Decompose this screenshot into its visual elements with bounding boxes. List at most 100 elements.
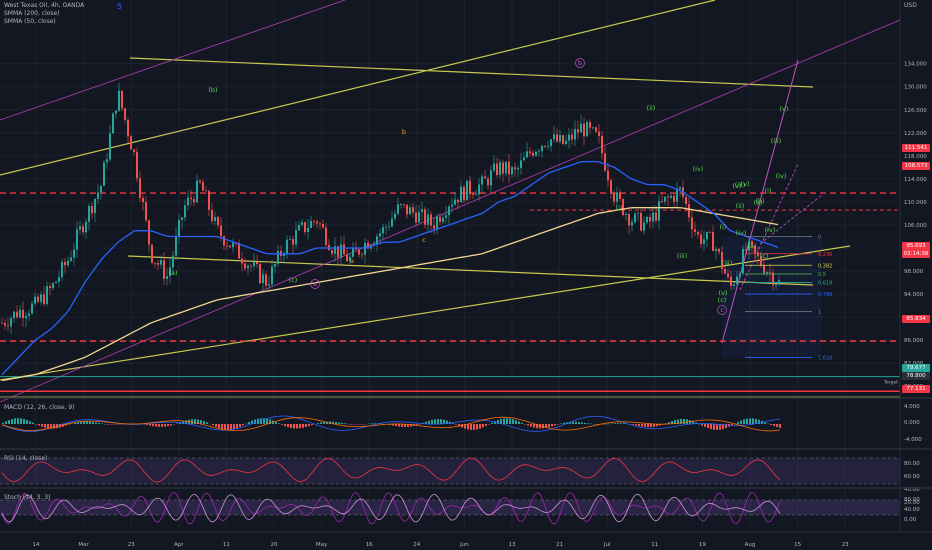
candle-body bbox=[763, 265, 765, 274]
candle-body bbox=[232, 242, 234, 248]
candle-body bbox=[478, 184, 480, 195]
wave-label: (v) bbox=[719, 289, 728, 297]
fib-level-label: 0.5 bbox=[818, 272, 826, 278]
macd-histogram-bar bbox=[680, 419, 682, 424]
smma200-legend[interactable]: SMMA (200, close) bbox=[4, 10, 60, 17]
smma50-legend[interactable]: SMMA (50, close) bbox=[4, 18, 56, 25]
candle-body bbox=[319, 223, 321, 225]
time-tick: Apr bbox=[174, 542, 184, 548]
macd-histogram-bar bbox=[416, 424, 418, 425]
macd-histogram-bar bbox=[371, 423, 373, 424]
macd-histogram-bar bbox=[221, 424, 223, 429]
candle-body bbox=[16, 311, 18, 318]
candle-body bbox=[448, 206, 450, 216]
candle-body bbox=[445, 215, 447, 218]
candle-body bbox=[502, 162, 504, 174]
macd-histogram-bar bbox=[653, 424, 655, 427]
candle-body bbox=[175, 236, 177, 256]
candle-body bbox=[391, 218, 393, 227]
candle-body bbox=[358, 249, 360, 255]
wave-label: (v) bbox=[733, 182, 742, 190]
fib-level-label: 1.618 bbox=[818, 355, 832, 361]
rsi-line bbox=[1, 457, 781, 483]
candle-body bbox=[106, 159, 108, 163]
candle-body bbox=[427, 214, 429, 225]
macd-histogram-bar bbox=[611, 423, 613, 424]
candle-body bbox=[124, 108, 126, 120]
macd-histogram-bar bbox=[752, 418, 754, 424]
macd-histogram-bar bbox=[476, 424, 478, 430]
macd-histogram-bar bbox=[344, 423, 346, 424]
candle-body bbox=[655, 212, 657, 221]
wave-label: (iv) bbox=[765, 226, 776, 234]
candle-body bbox=[73, 249, 75, 258]
price-tick: 106.000 bbox=[904, 223, 927, 229]
candle-body bbox=[145, 202, 147, 221]
candle-body bbox=[664, 196, 666, 202]
macd-histogram-bar bbox=[224, 424, 226, 430]
smma50-line bbox=[1, 160, 779, 376]
time-tick: 15 bbox=[794, 542, 801, 548]
candle-body bbox=[649, 217, 651, 222]
macd-histogram-bar bbox=[581, 422, 583, 424]
macd-histogram-bar bbox=[524, 424, 526, 425]
macd-title[interactable]: MACD (12, 26, close, 9) bbox=[4, 404, 75, 411]
triangle-lower-line bbox=[127, 255, 814, 286]
stoch-title[interactable]: Stoch (14, 3, 3) bbox=[4, 494, 51, 501]
candle-body bbox=[568, 134, 570, 141]
macd-histogram-bar bbox=[650, 424, 652, 428]
rsi-title[interactable]: RSI (14, close) bbox=[4, 455, 48, 462]
macd-histogram-bar bbox=[116, 424, 118, 425]
fib-retracement[interactable]: 0 0.236 0.382 0.5 0.618 0.786 1 1.618 bbox=[745, 234, 832, 361]
macd-histogram-bar bbox=[410, 424, 412, 427]
candle-body bbox=[730, 276, 732, 286]
symbol-title[interactable]: West Texas Oil, 4h, OANDA bbox=[4, 2, 85, 9]
macd-histogram-bar bbox=[398, 424, 400, 427]
candle-body bbox=[193, 199, 195, 203]
candle-body bbox=[580, 123, 582, 133]
candle-body bbox=[265, 274, 267, 286]
macd-histogram-bar bbox=[587, 423, 589, 424]
candle-body bbox=[727, 273, 729, 277]
macd-histogram-bar bbox=[710, 424, 712, 430]
wave-label: (i) bbox=[720, 223, 727, 231]
macd-histogram-bar bbox=[425, 421, 427, 424]
candle-body bbox=[679, 187, 681, 190]
candle-body bbox=[271, 266, 273, 285]
candle-body bbox=[700, 234, 702, 244]
candle-body bbox=[247, 265, 249, 269]
candle-body bbox=[703, 239, 705, 244]
macd-histogram-bar bbox=[218, 424, 220, 428]
candle-body bbox=[661, 201, 663, 202]
pane-tick: 80.00 bbox=[904, 497, 920, 503]
target-price-tag: 78.800 bbox=[902, 372, 930, 380]
wave-label-circle bbox=[310, 279, 320, 289]
macd-histogram-bar bbox=[407, 424, 409, 427]
macd-histogram-bar bbox=[452, 423, 454, 424]
macd-histogram-bar bbox=[50, 424, 52, 429]
trend-lines bbox=[0, 0, 901, 403]
candle-body bbox=[268, 284, 270, 286]
candle-body bbox=[184, 205, 186, 218]
candle-body bbox=[724, 268, 726, 274]
candle-series[interactable] bbox=[1, 82, 780, 334]
candle-body bbox=[439, 216, 441, 222]
candle-body bbox=[406, 204, 408, 215]
horizontal-levels: Target bbox=[0, 192, 900, 392]
current-price-tag: 95.693 bbox=[902, 242, 930, 250]
macd-histogram-bar bbox=[704, 424, 706, 427]
wave-label: (iv) bbox=[693, 165, 704, 173]
candle-body bbox=[667, 196, 669, 198]
wave-label: (i) bbox=[616, 204, 623, 212]
wave-label: (b) bbox=[208, 86, 217, 94]
candle-body bbox=[178, 219, 180, 237]
macd-histogram-bar bbox=[665, 423, 667, 424]
macd-histogram-bar bbox=[98, 423, 100, 424]
candle-body bbox=[142, 197, 144, 203]
macd-histogram-bar bbox=[437, 419, 439, 424]
price-tag: 111.541 bbox=[902, 144, 930, 152]
macd-histogram-bar bbox=[518, 421, 520, 424]
triangle-upper-line bbox=[129, 57, 814, 88]
